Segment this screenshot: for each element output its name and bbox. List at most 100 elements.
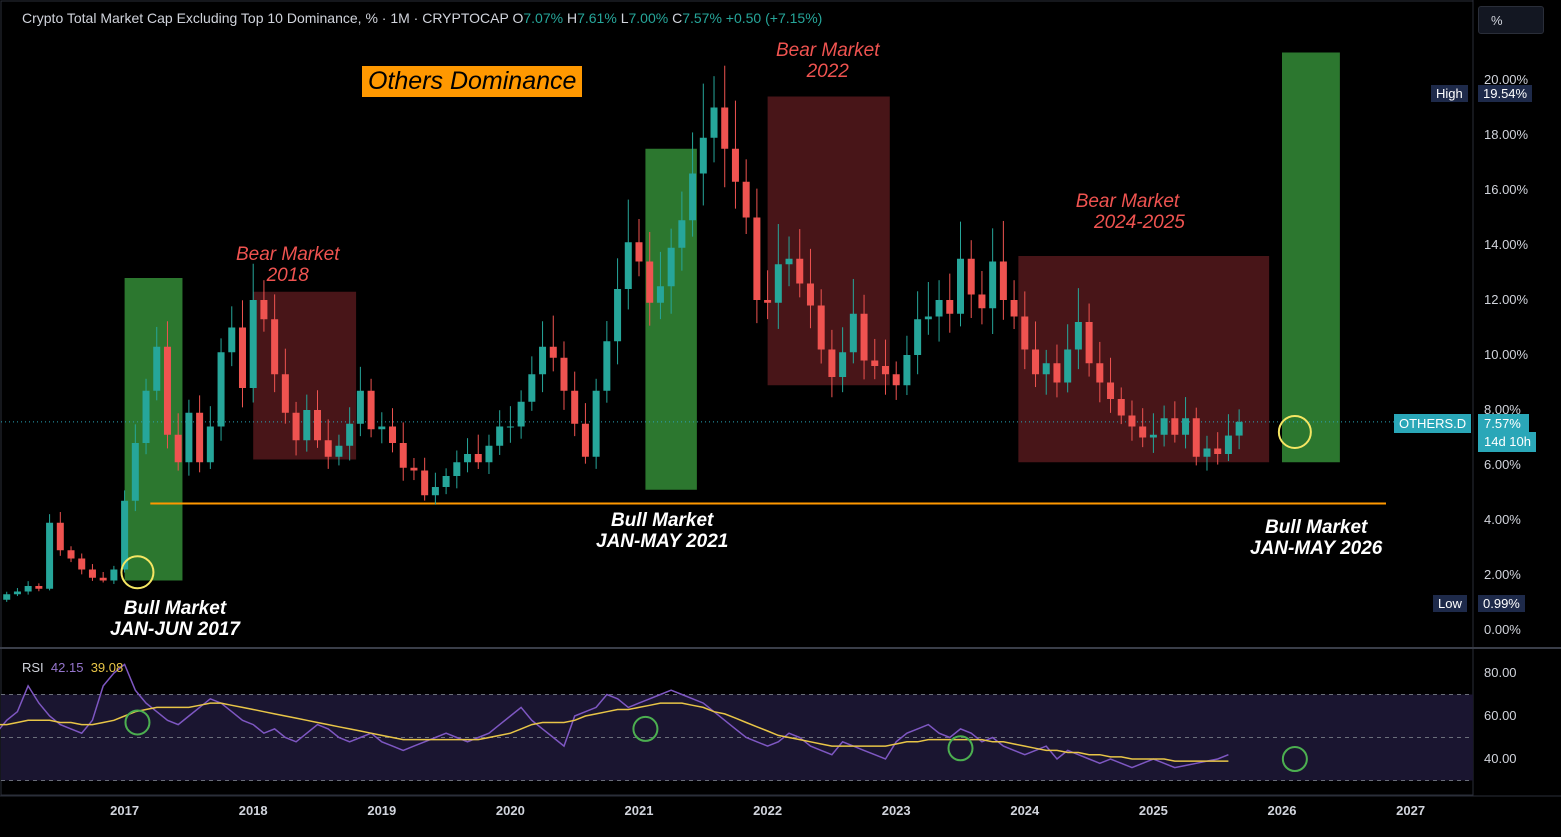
- rsi-tick-label: 60.00: [1484, 708, 1517, 723]
- price-tick-label: 18.00%: [1484, 127, 1529, 142]
- candle: [517, 401, 525, 427]
- candle: [1021, 316, 1029, 350]
- price-tick-label: 4.00%: [1484, 512, 1521, 527]
- candle: [99, 577, 107, 581]
- candle: [999, 261, 1007, 300]
- candle: [635, 242, 643, 262]
- low-value: 7.00%: [628, 10, 669, 26]
- candle: [78, 558, 86, 570]
- candle: [603, 341, 611, 391]
- price-tick-label: 0.00%: [1484, 622, 1521, 637]
- open-value: 7.07%: [523, 10, 564, 26]
- candle: [431, 487, 439, 496]
- candle: [88, 569, 96, 578]
- change-value: +0.50 (+7.15%): [725, 10, 823, 26]
- candle: [1032, 349, 1040, 375]
- candle: [656, 286, 664, 303]
- time-tick-label: 2018: [238, 803, 268, 818]
- candle: [581, 423, 589, 457]
- candle: [496, 426, 504, 446]
- candle: [742, 181, 750, 218]
- symbol-description: Crypto Total Market Cap Excluding Top 10…: [22, 10, 509, 26]
- price-tick-label: 16.00%: [1484, 182, 1529, 197]
- candle: [828, 349, 836, 377]
- candle: [957, 258, 964, 314]
- rsi-legend: RSI 42.15 39.08: [22, 660, 123, 675]
- candle: [678, 220, 686, 248]
- time-tick-label: 2027: [1396, 803, 1426, 818]
- candle: [292, 412, 300, 441]
- candle: [914, 319, 922, 355]
- candle: [13, 591, 21, 595]
- candle: [935, 300, 943, 317]
- time-tick-label: 2019: [367, 803, 397, 818]
- candle: [1074, 322, 1082, 350]
- candle: [1064, 349, 1072, 383]
- candle: [1085, 322, 1093, 364]
- candle: [1139, 426, 1147, 438]
- candle: [989, 261, 997, 309]
- rsi-highlight-circle: [632, 715, 659, 742]
- candle: [1160, 418, 1168, 435]
- candle: [163, 346, 171, 435]
- time-tick-label: 2025: [1138, 803, 1168, 818]
- candle: [839, 352, 847, 377]
- candle: [539, 346, 547, 375]
- price-tick-label: 6.00%: [1484, 457, 1521, 472]
- candle: [614, 289, 622, 342]
- candle: [185, 412, 193, 463]
- annotation-line: 2018: [266, 265, 309, 286]
- candle: [399, 443, 407, 468]
- candle: [464, 454, 472, 463]
- candle: [238, 327, 246, 388]
- price-tick-label: 8.00%: [1484, 402, 1521, 417]
- annotation-line: Bear Market: [1075, 191, 1180, 212]
- candle: [710, 107, 718, 138]
- annotation-line: Bear Market: [236, 244, 340, 265]
- candle: [796, 258, 804, 284]
- candle: [549, 346, 557, 358]
- candle: [1042, 363, 1050, 375]
- symbol-tag: OTHERS.D: [1394, 414, 1472, 433]
- time-tick-label: 2020: [495, 803, 525, 818]
- highlight-circle: [1277, 415, 1312, 449]
- close-value: 7.57%: [682, 10, 722, 26]
- candle: [903, 355, 911, 386]
- candle: [249, 300, 257, 388]
- candle: [1203, 448, 1211, 457]
- annotation-bear-2022: Bear Market 2022: [776, 40, 879, 82]
- candle: [153, 346, 161, 391]
- candle: [571, 390, 579, 424]
- candle: [485, 445, 493, 463]
- close-label: C: [672, 10, 683, 26]
- last-price-tag: 7.57%: [1478, 414, 1529, 433]
- candle: [646, 261, 654, 303]
- candle: [506, 426, 514, 428]
- low-tag-label: Low: [1433, 595, 1467, 612]
- candle: [56, 522, 64, 551]
- price-tick-label: 20.00%: [1484, 72, 1529, 87]
- candle: [110, 569, 118, 581]
- annotation-line: Bear Market: [776, 40, 880, 61]
- percent-scale-button[interactable]: %: [1478, 6, 1544, 34]
- price-tick-label: 14.00%: [1484, 237, 1529, 252]
- candle: [892, 374, 900, 386]
- time-tick-label: 2022: [753, 803, 783, 818]
- candle: [967, 258, 975, 295]
- high-tag-value: 19.54%: [1478, 85, 1533, 102]
- candle: [324, 440, 332, 457]
- rsi-ma-line: [0, 702, 1229, 762]
- candle: [121, 500, 129, 570]
- candle: [67, 550, 75, 559]
- price-tick-label: 2.00%: [1484, 567, 1521, 582]
- rsi-tick-label: 80.00: [1484, 665, 1517, 680]
- candle: [785, 258, 793, 265]
- annotation-bull-2017: Bull Market JAN-JUN 2017: [110, 598, 240, 640]
- annotation-line: Bull Market: [610, 510, 714, 531]
- candle: [1128, 415, 1136, 427]
- time-tick-label: 2017: [110, 803, 140, 818]
- bull-zone: [124, 278, 183, 581]
- annotation-line: 2024-2025: [1094, 212, 1185, 233]
- time-tick-label: 2021: [624, 803, 654, 818]
